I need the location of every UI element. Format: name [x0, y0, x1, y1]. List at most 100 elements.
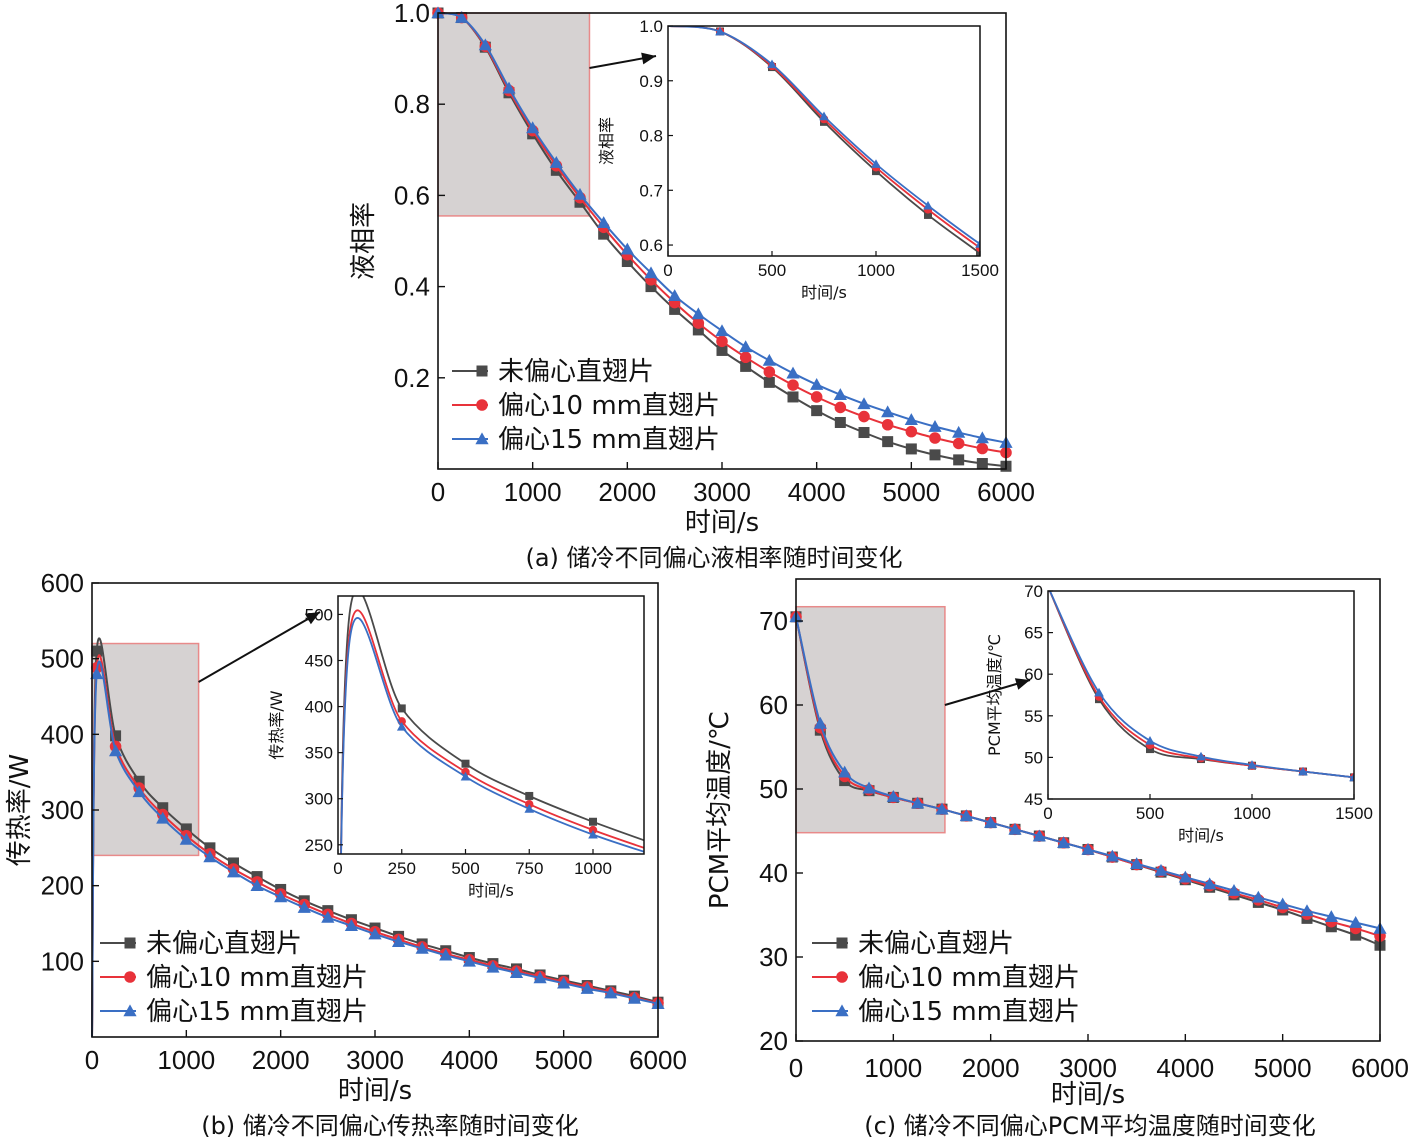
x-tick-label: 3000 — [346, 1045, 404, 1075]
data-point — [1178, 870, 1192, 883]
data-point — [597, 216, 611, 229]
legend-marker — [836, 971, 848, 983]
data-point — [90, 667, 104, 680]
data-point — [787, 379, 799, 391]
data-point — [976, 442, 989, 455]
data-point — [179, 832, 193, 845]
zoom-arrow — [198, 611, 321, 683]
panel-c: 0 1000 2000 3000 4000 5000 6000203040506070时间/… — [705, 578, 1409, 1110]
inset-frame — [337, 595, 645, 855]
x-tick-label: 5000 — [1254, 1053, 1312, 1083]
legend-marker — [123, 1004, 137, 1017]
inset-x-tick-label: 1000 — [574, 859, 612, 878]
panel-a: 0 1000 2000 3000 4000 5000 60000.20.40.60.81.0… — [349, 0, 1035, 538]
x-tick-label: 1000 — [504, 477, 562, 507]
data-point — [439, 948, 453, 961]
inset-series-line-3 — [340, 617, 644, 854]
data-point — [1154, 863, 1168, 876]
inset-frame — [667, 25, 981, 257]
data-point — [953, 454, 965, 466]
inset-y-tick-label: 65 — [1024, 624, 1043, 643]
data-point — [533, 971, 547, 984]
data-point — [598, 228, 610, 240]
inset-y-tick-label: 0.8 — [639, 127, 663, 146]
data-point — [810, 378, 824, 390]
panel-b: 0 1000 2000 3000 4000 5000 6000100200300400500… — [5, 568, 687, 1106]
data-point — [1105, 849, 1119, 862]
inset: 0 250 500 750 1000250300350400450500时间/s传热率/… — [267, 595, 645, 900]
data-point — [975, 431, 989, 444]
y-tick-label: 40 — [759, 858, 788, 888]
data-point — [739, 351, 752, 364]
data-point — [929, 449, 941, 461]
data-point — [228, 857, 239, 869]
inset-y-tick-label: 1.0 — [639, 17, 663, 36]
inset-data-point — [588, 829, 598, 839]
x-tick-label: 2000 — [962, 1053, 1020, 1083]
x-tick-label: 0 — [431, 477, 445, 507]
inset-y-tick-label: 50 — [1024, 748, 1043, 767]
data-point — [344, 919, 359, 932]
inset: 0 500 1000 1500 0.6 0.7 0.8 0.9 1.0 时间/s 液相率 — [597, 17, 999, 302]
x-tick-label: 1000 — [157, 1045, 215, 1075]
data-point — [715, 324, 729, 337]
inset-y-tick-label: 55 — [1024, 707, 1043, 726]
x-tick-label: 0 — [85, 1045, 99, 1075]
data-point — [858, 427, 870, 439]
inset-data-point — [923, 200, 933, 210]
data-point — [716, 335, 728, 348]
data-point — [669, 303, 681, 315]
inset-data-point — [397, 704, 406, 713]
inset-data-point — [1298, 766, 1308, 776]
caption-c: (c) 储冷不同偏心PCM平均温度随时间变化 — [864, 1112, 1316, 1140]
zoom-arrow — [944, 679, 1031, 706]
x-axis-label: 时间/s — [685, 508, 759, 538]
data-point — [1008, 822, 1022, 835]
x-axis-label: 时间/s — [338, 1076, 412, 1106]
data-point — [952, 437, 965, 450]
data-point — [763, 366, 776, 378]
data-point — [156, 811, 170, 824]
y-tick-label: 60 — [759, 690, 788, 720]
data-point — [904, 413, 918, 426]
data-point — [740, 360, 752, 372]
x-tick-label: 4000 — [440, 1045, 498, 1075]
y-tick-label: 30 — [759, 942, 788, 972]
data-point — [274, 890, 288, 903]
caption-b: (b) 储冷不同偏心传热率随时间变化 — [201, 1112, 579, 1140]
inset-x-tick-label: 750 — [515, 859, 543, 878]
inset-y-tick-label: 0.9 — [639, 72, 663, 91]
data-point — [976, 458, 988, 470]
inset-data-point — [524, 804, 535, 813]
data-point — [813, 716, 827, 729]
y-tick-label: 300 — [41, 795, 84, 825]
data-point — [935, 802, 949, 815]
data-point — [557, 976, 571, 989]
data-point — [110, 730, 122, 742]
y-tick-label: 200 — [41, 871, 84, 901]
inset-y-tick-label: 250 — [305, 836, 333, 855]
data-point — [204, 842, 216, 854]
inset-data-point — [1247, 760, 1257, 769]
legend-label: 未偏心直翅片 — [858, 929, 1014, 959]
y-tick-label: 600 — [41, 568, 84, 598]
data-point — [549, 155, 563, 168]
data-point — [833, 388, 847, 400]
inset-data-point — [461, 759, 470, 768]
legend-label: 偏心15 mm直翅片 — [498, 425, 720, 455]
legend-marker — [124, 971, 136, 983]
caption-a: (a) 储冷不同偏心液相率随时间变化 — [525, 544, 902, 572]
inset-bg — [1048, 591, 1354, 799]
inset-x-axis-label: 时间/s — [468, 881, 514, 900]
y-tick-label: 0.6 — [394, 180, 430, 210]
data-point — [1300, 904, 1314, 917]
inset-x-tick-label: 1000 — [1233, 804, 1271, 823]
x-axis-label: 时间/s — [1051, 1080, 1125, 1110]
inset-data-point — [1196, 751, 1206, 761]
data-point — [297, 901, 311, 913]
inset-y-tick-label: 0.6 — [639, 236, 663, 255]
data-point — [786, 366, 800, 379]
inset-data-point — [589, 817, 597, 826]
legend-label: 未偏心直翅片 — [146, 929, 302, 959]
